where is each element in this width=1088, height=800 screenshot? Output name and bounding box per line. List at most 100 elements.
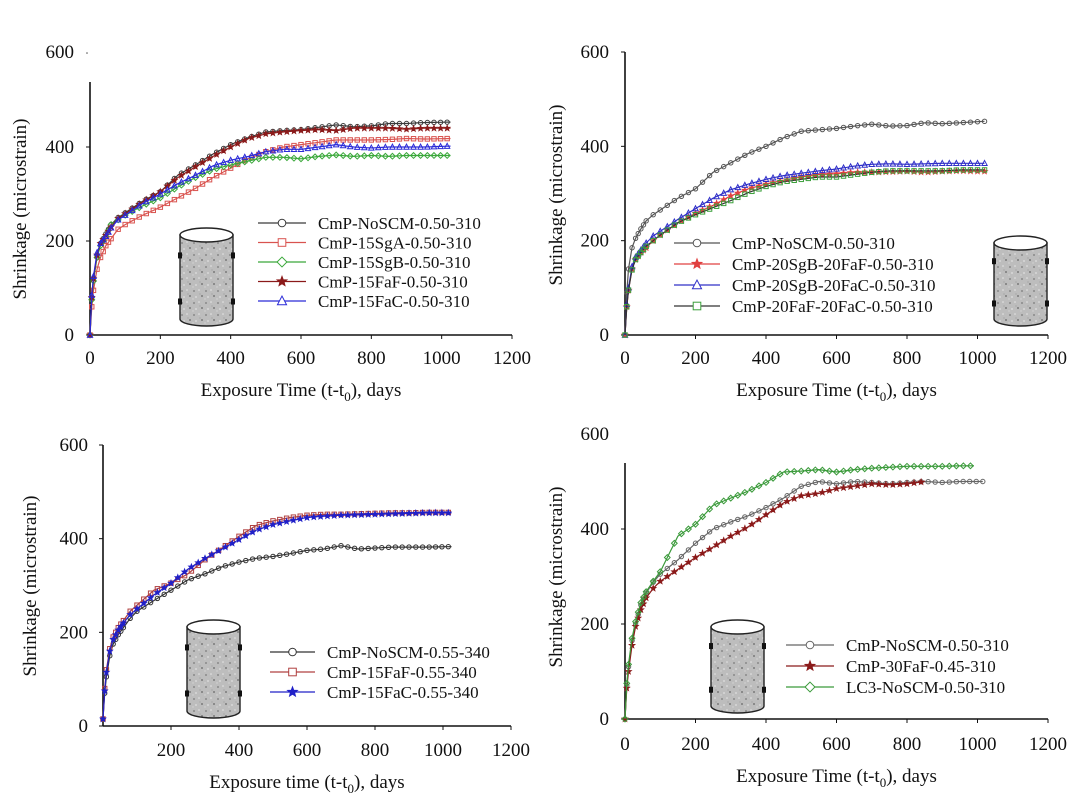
data-point [713,203,720,209]
data-point [692,204,699,212]
data-point [946,167,952,174]
data-point [170,176,179,184]
data-point [953,167,960,173]
x-tick-label: 200 [681,348,710,369]
data-point [890,168,896,174]
data-point [974,119,981,125]
data-point [634,613,643,622]
data-point [657,207,663,213]
data-point [236,559,242,565]
data-point [966,159,974,167]
data-point [269,153,277,161]
data-point [102,668,111,676]
data-point [443,123,452,132]
data-point [805,127,811,134]
data-point [818,170,827,178]
y-tick-label: 600 [581,42,610,63]
data-point [719,536,728,544]
data-point [173,573,182,581]
x-axis-title: Exposure Time (t-t0), days [736,766,937,790]
data-point [728,197,734,204]
data-point [213,172,220,179]
data-point [749,511,755,517]
data-point [862,122,868,128]
data-point [860,480,869,489]
data-point [677,562,686,571]
data-point [632,235,639,242]
data-point [953,120,960,126]
data-point [918,120,924,127]
data-point [99,235,107,243]
data-point [797,467,805,475]
x-tick-label: 200 [157,740,186,761]
data-point [742,191,748,197]
data-point [291,142,297,149]
data-point [282,517,291,525]
data-point [818,466,826,474]
data-point [367,151,375,160]
data-point [755,482,763,490]
data-point [249,556,256,562]
data-point [832,484,841,492]
data-point [86,331,94,338]
data-point [227,165,234,171]
data-point [721,200,727,207]
x-axis-title-tail: ), days [886,766,937,787]
data-point [733,188,742,197]
legend-marker-square-icon [288,667,297,677]
data-point [825,467,834,475]
data-point [769,505,778,514]
data-point [798,176,804,183]
data-point [247,133,256,142]
legend-label: LC3-NoSCM-0.50-310 [846,678,1005,697]
data-point [791,131,797,137]
data-point [691,553,700,561]
data-point [219,146,228,155]
data-point [721,522,727,528]
data-point [805,175,811,182]
legend-marker-square-icon [277,238,287,247]
data-point [664,202,670,208]
data-point [881,480,890,488]
data-point [685,547,692,553]
data-point [111,630,120,639]
data-point [797,491,806,500]
data-point [297,145,305,153]
y-tick-label: 400 [581,519,610,540]
y-tick-label: 200 [60,622,89,643]
data-point [959,462,967,470]
data-point [811,167,819,175]
data-point [163,185,171,193]
data-point [685,215,692,221]
data-point [671,560,678,566]
data-point [109,635,118,643]
data-point [430,142,438,150]
data-point [270,553,276,560]
data-point [195,573,201,579]
data-point [227,161,235,169]
data-point [276,145,284,153]
legend-item: CmP-NoSCM-0.50-310 [674,234,895,253]
data-point [402,125,411,133]
data-point [839,467,848,475]
data-point [268,128,277,137]
data-point [255,524,264,533]
legend-marker-circle-icon [805,640,815,650]
data-point [735,194,741,201]
x-tick-label: 800 [893,348,922,369]
legend-item: LC3-NoSCM-0.50-310 [786,678,1005,697]
x-axis-title-subscript: 0 [880,389,887,404]
data-point [423,124,432,132]
data-point [220,163,228,171]
data-point [346,142,354,150]
data-point [143,210,149,217]
x-axis-title-main: Exposure time (t-t [209,772,348,793]
data-point [128,206,136,214]
data-point [283,154,291,162]
data-point [756,508,762,514]
data-point [763,504,769,511]
data-point [304,154,312,162]
data-point [897,123,903,129]
data-point [946,479,952,485]
data-point [713,524,720,531]
